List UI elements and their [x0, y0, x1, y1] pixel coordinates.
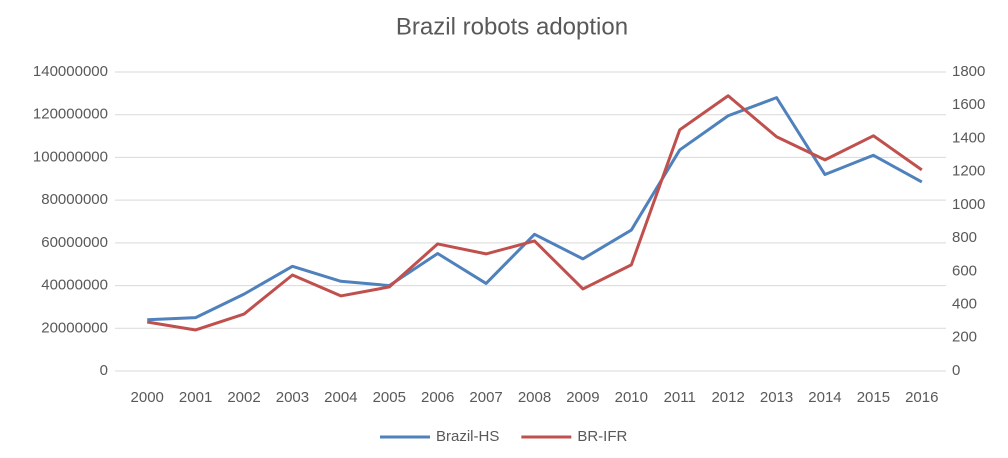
y2-tick-label: 1600	[952, 96, 985, 113]
y2-tick-label: 1200	[952, 163, 985, 180]
y2-tick-label: 400	[952, 296, 977, 313]
x-tick-label: 2003	[276, 389, 309, 406]
y-tick-label: 140000000	[33, 63, 108, 80]
y2-tick-label: 1000	[952, 196, 985, 213]
line-series	[147, 96, 923, 322]
x-tick-label: 2001	[179, 389, 212, 406]
y-tick-label: 40000000	[41, 277, 108, 294]
y2-tick-label: 600	[952, 262, 977, 279]
y-tick-label: 60000000	[41, 234, 108, 251]
legend-label: BR-IFR	[577, 428, 627, 445]
y-tick-label: 80000000	[41, 191, 108, 208]
x-tick-label: 2005	[373, 389, 406, 406]
x-tick-label: 2006	[421, 389, 454, 406]
y-tick-label: 100000000	[33, 148, 108, 165]
y2-tick-label: 1800	[952, 63, 985, 80]
y2-tick-label: 200	[952, 329, 977, 346]
y-tick-label: 0	[100, 362, 108, 379]
x-tick-label: 2011	[664, 389, 696, 406]
legend-label: Brazil-HS	[436, 428, 499, 445]
line-series	[146, 94, 923, 332]
x-tick-label: 2007	[469, 389, 502, 406]
y2-tick-label: 1400	[952, 129, 985, 146]
x-tick-label: 2013	[760, 389, 793, 406]
y-tick-label: 20000000	[41, 319, 108, 336]
x-tick-label: 2000	[131, 389, 164, 406]
x-tick-label: 2008	[518, 389, 551, 406]
x-tick-label: 2016	[905, 389, 938, 406]
y2-tick-label: 0	[952, 362, 960, 379]
x-tick-label: 2004	[324, 389, 357, 406]
y-tick-label: 120000000	[33, 106, 108, 123]
x-tick-label: 2010	[615, 389, 648, 406]
chart-title: Brazil robots adoption	[396, 13, 628, 40]
x-tick-label: 2014	[808, 389, 841, 406]
x-tick-label: 2002	[227, 389, 260, 406]
y2-tick-label: 800	[952, 229, 977, 246]
x-tick-label: 2012	[711, 389, 744, 406]
x-tick-label: 2015	[857, 389, 890, 406]
x-tick-label: 2009	[566, 389, 599, 406]
